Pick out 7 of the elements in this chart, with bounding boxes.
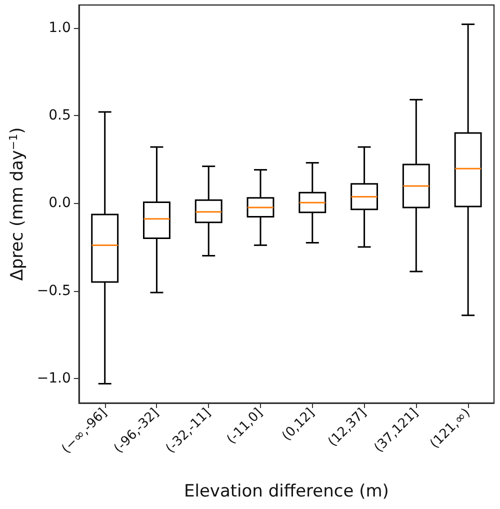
x-axis-title: Elevation difference (m) — [184, 482, 389, 502]
y-tick-label: −1.0 — [36, 370, 71, 386]
y-tick-label: 0.0 — [48, 195, 71, 212]
y-tick-label: 1.0 — [48, 20, 71, 36]
y-axis-title: Δprec (mm day−1) — [7, 127, 28, 281]
y-tick-label: −0.5 — [36, 282, 71, 299]
y-tick-label: 0.5 — [48, 107, 71, 124]
